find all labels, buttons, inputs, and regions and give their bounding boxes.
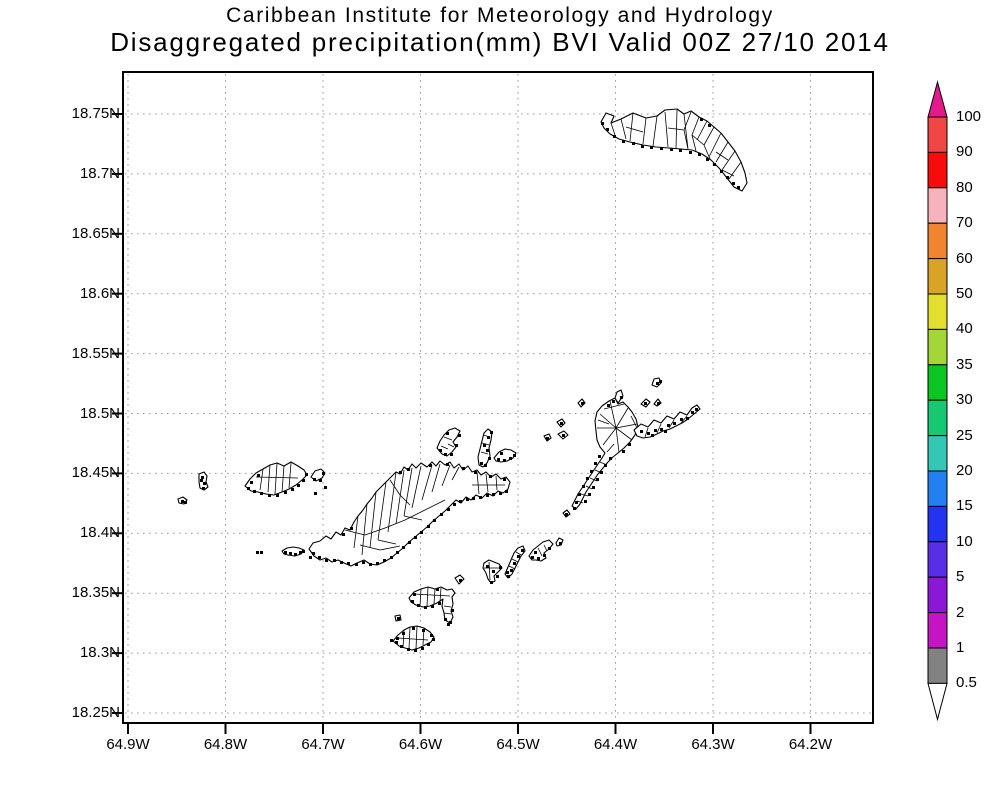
colorbar-label: 70: [956, 214, 973, 232]
island-mesh-virgin-gorda: [576, 400, 638, 504]
y-axis-label: 18.7N: [79, 164, 120, 182]
colorbar-segment: [927, 364, 948, 401]
colorbar-segment: [927, 470, 948, 507]
island-cells-vg-northeast-chain: [640, 408, 698, 437]
y-axis-label: 18.45N: [71, 464, 120, 482]
colorbar-segment: [927, 541, 948, 578]
institute-title: Caribbean Institute for Meteorology and …: [226, 4, 774, 27]
island-cells-guana: [439, 432, 461, 456]
colorbar-label: 50: [956, 285, 973, 302]
colorbar-segment: [927, 399, 948, 437]
plot-frame: [122, 71, 874, 724]
colorbar-segment: [927, 151, 948, 189]
island-cells-thatch-cays: [256, 550, 312, 559]
colorbar-label: 25: [956, 426, 973, 444]
colorbar-label: 90: [956, 143, 973, 161]
x-axis-label: 64.2W: [788, 736, 833, 753]
colorbar-label: 1: [956, 639, 965, 656]
x-axis-label: 64.5W: [496, 736, 540, 753]
x-axis-label: 64.6W: [398, 736, 443, 753]
island-virgin-gorda: [571, 389, 639, 510]
colorbar-segment: [927, 293, 948, 330]
y-axis-label: 18.6N: [79, 284, 120, 302]
colorbar-label: 0.5: [956, 674, 977, 692]
colorbar-label: 35: [956, 355, 973, 373]
colorbar-segment: [927, 435, 948, 472]
colorbar-segment: [927, 116, 948, 153]
island-cells-great-camanoe: [480, 431, 493, 467]
map-title: Disaggregated precipitation(mm) BVI Vali…: [110, 27, 890, 57]
island-mesh-tortola-beef: [344, 463, 505, 556]
x-axis-label: 64.9W: [106, 736, 150, 753]
island-mesh-jost-van-dyke: [255, 462, 299, 495]
island-cells-tobago-islands: [181, 476, 206, 504]
colorbar-label: 80: [956, 178, 973, 196]
island-cells-the-dogs: [546, 422, 565, 440]
island-cells-little-jvd-cays: [313, 472, 327, 495]
island-cells-salt: [486, 565, 502, 584]
colorbar-label: 15: [956, 497, 973, 515]
colorbar-label: 100: [956, 108, 982, 125]
island-cells-dead-chest: [459, 579, 462, 582]
x-axis-label: 64.7W: [301, 736, 345, 753]
colorbar-label: 20: [956, 462, 973, 479]
island-mesh-ginger: [537, 544, 548, 557]
island-anegada: [600, 108, 748, 192]
y-axis-label: 18.5N: [79, 404, 120, 422]
colorbar-segment: [927, 647, 948, 684]
island-mesh-norman: [397, 625, 429, 650]
colorbar-label: 30: [956, 391, 973, 409]
y-axis-label: 18.3N: [79, 644, 120, 662]
colorbar-label: 2: [956, 603, 965, 621]
island-north-sound-cays: [577, 377, 662, 408]
y-axis-label: 18.4N: [79, 524, 120, 542]
island-tortola-beef: [308, 460, 511, 567]
colorbar-segment: [927, 258, 948, 295]
colorbar-segment: [927, 612, 948, 649]
island-cells-jost-van-dyke: [247, 473, 308, 497]
colorbar-label: 60: [956, 249, 973, 267]
colorbar-arrow-top: [927, 80, 948, 118]
x-axis-label: 64.8W: [203, 736, 248, 753]
colorbar-segment: [927, 576, 948, 614]
y-axis-label: 18.65N: [71, 224, 120, 242]
colorbar-arrow-bottom: [927, 682, 948, 722]
island-cells-ginger: [531, 547, 551, 560]
y-axis-label: 18.25N: [71, 704, 120, 721]
x-axis-label: 64.3W: [691, 736, 735, 753]
island-mesh-anegada: [610, 109, 742, 180]
y-axis-label: 18.75N: [71, 105, 120, 122]
island-cells-peter: [411, 588, 454, 626]
island-mesh-cooper: [508, 551, 522, 570]
island-mesh-peter: [413, 586, 452, 615]
colorbar-label: 40: [956, 320, 973, 338]
colorbar-segment: [927, 222, 948, 260]
island-mesh-guana: [440, 436, 455, 450]
colorbar-label: 5: [956, 568, 965, 586]
y-axis-label: 18.35N: [71, 584, 120, 602]
island-vg-northeast-chain: [633, 404, 701, 439]
colorbar-segment: [927, 505, 948, 543]
island-cells-scrub: [497, 452, 516, 462]
x-axis-label: 64.4W: [593, 736, 638, 753]
island-mesh-vg-northeast-chain: [644, 415, 688, 438]
colorbar-segment: [927, 328, 948, 366]
y-axis-label: 18.55N: [71, 344, 120, 362]
colorbar-label: 10: [956, 532, 973, 550]
island-great-camanoe: [477, 428, 493, 468]
colorbar-segment: [927, 187, 948, 224]
island-cells-cooper: [506, 549, 524, 578]
